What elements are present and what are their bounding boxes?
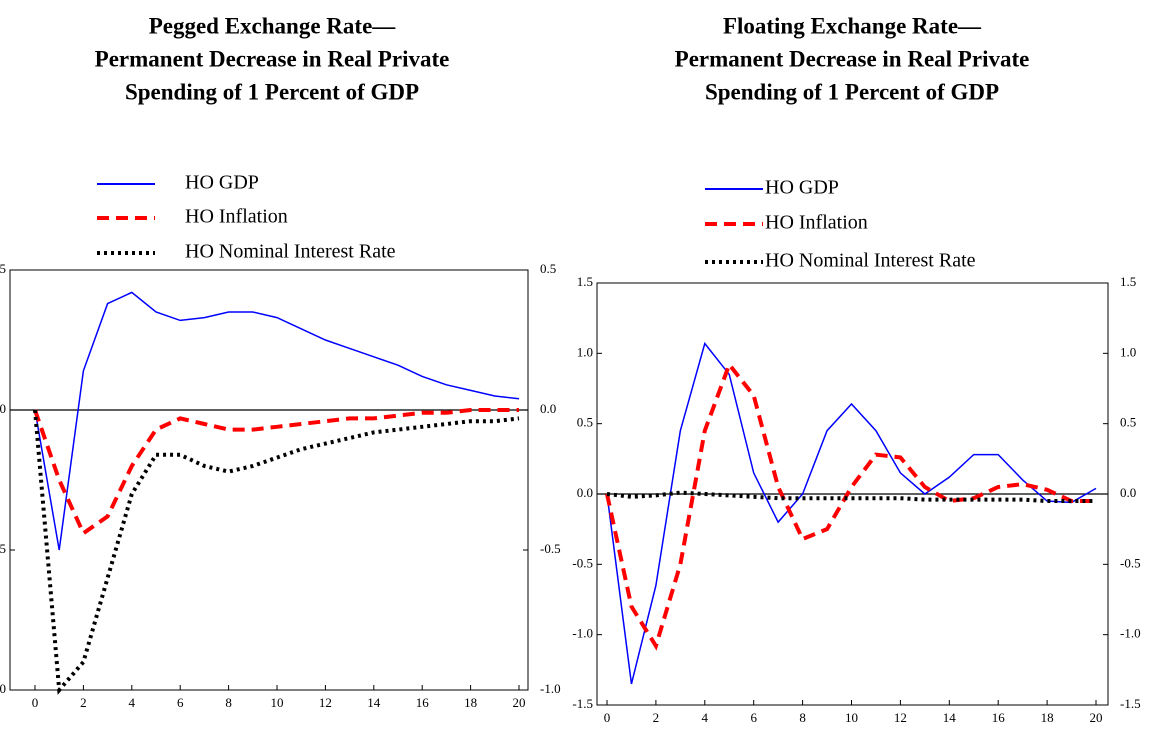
series-line — [606, 490, 1096, 504]
y-tick-label: 0.0 — [0, 401, 6, 416]
legend-label: HO Inflation — [185, 206, 288, 228]
y2-tick-label: 0.5 — [540, 261, 556, 276]
y-tick-label: 1.0 — [577, 344, 593, 359]
x-tick-label: 10 — [845, 710, 858, 725]
x-tick-label: 2 — [80, 695, 87, 710]
x-tick-label: 0 — [604, 710, 611, 725]
y2-tick-label: -1.0 — [540, 681, 561, 696]
y2-tick-label: 1.5 — [1120, 274, 1136, 289]
y2-tick-label: -1.5 — [1120, 696, 1141, 711]
y2-tick-label: 0.0 — [1120, 485, 1136, 500]
x-tick-label: 16 — [416, 695, 430, 710]
y-tick-label: -1.0 — [572, 626, 593, 641]
x-tick-label: 18 — [1041, 710, 1054, 725]
y2-tick-label: 1.0 — [1120, 344, 1136, 359]
y2-tick-label: -0.5 — [540, 541, 561, 556]
x-tick-label: 20 — [1090, 710, 1103, 725]
chart-title: Spending of 1 Percent of GDP — [125, 79, 419, 104]
y-tick-label: -0.5 — [0, 541, 6, 556]
legend-label: HO GDP — [185, 172, 259, 194]
x-tick-label: 4 — [702, 710, 709, 725]
x-tick-label: 6 — [750, 710, 757, 725]
series-line — [605, 360, 1096, 651]
y-tick-label: -1.0 — [0, 681, 6, 696]
chart-title: Permanent Decrease in Real Private — [95, 46, 450, 71]
x-tick-label: 0 — [32, 695, 39, 710]
x-tick-label: 6 — [177, 695, 184, 710]
y-tick-label: 0.5 — [577, 415, 593, 430]
legend-label: HO Nominal Interest Rate — [185, 241, 396, 263]
x-tick-label: 2 — [653, 710, 660, 725]
y2-tick-label: 0.0 — [540, 401, 556, 416]
x-tick-label: 14 — [943, 710, 957, 725]
y2-tick-label: 0.5 — [1120, 415, 1136, 430]
x-tick-label: 8 — [799, 710, 806, 725]
x-tick-label: 16 — [992, 710, 1006, 725]
chart-title: Spending of 1 Percent of GDP — [705, 79, 999, 104]
y-tick-label: -1.5 — [572, 696, 593, 711]
y2-tick-label: -0.5 — [1120, 555, 1141, 570]
x-tick-label: 4 — [129, 695, 136, 710]
chart-title: Pegged Exchange Rate— — [149, 13, 397, 38]
chart-title: Floating Exchange Rate— — [723, 13, 982, 38]
x-tick-label: 8 — [225, 695, 232, 710]
legend-label: HO GDP — [765, 177, 839, 199]
x-tick-label: 20 — [513, 695, 526, 710]
series-line — [606, 341, 1097, 685]
series-line — [33, 408, 519, 537]
x-tick-label: 18 — [464, 695, 477, 710]
y2-tick-label: -1.0 — [1120, 626, 1141, 641]
legend-label: HO Nominal Interest Rate — [765, 250, 976, 272]
y-tick-label: 0.0 — [577, 485, 593, 500]
y-tick-label: -0.5 — [572, 555, 593, 570]
y-tick-label: 1.5 — [577, 274, 593, 289]
chart-title: Permanent Decrease in Real Private — [675, 46, 1030, 71]
x-tick-label: 14 — [367, 695, 381, 710]
series-line — [34, 291, 520, 551]
x-tick-label: 10 — [271, 695, 284, 710]
x-tick-label: 12 — [894, 710, 907, 725]
y-tick-label: 0.5 — [0, 261, 6, 276]
series-line — [33, 409, 520, 695]
x-tick-label: 12 — [319, 695, 332, 710]
legend-label: HO Inflation — [765, 212, 868, 234]
plot-frame — [9, 269, 529, 691]
